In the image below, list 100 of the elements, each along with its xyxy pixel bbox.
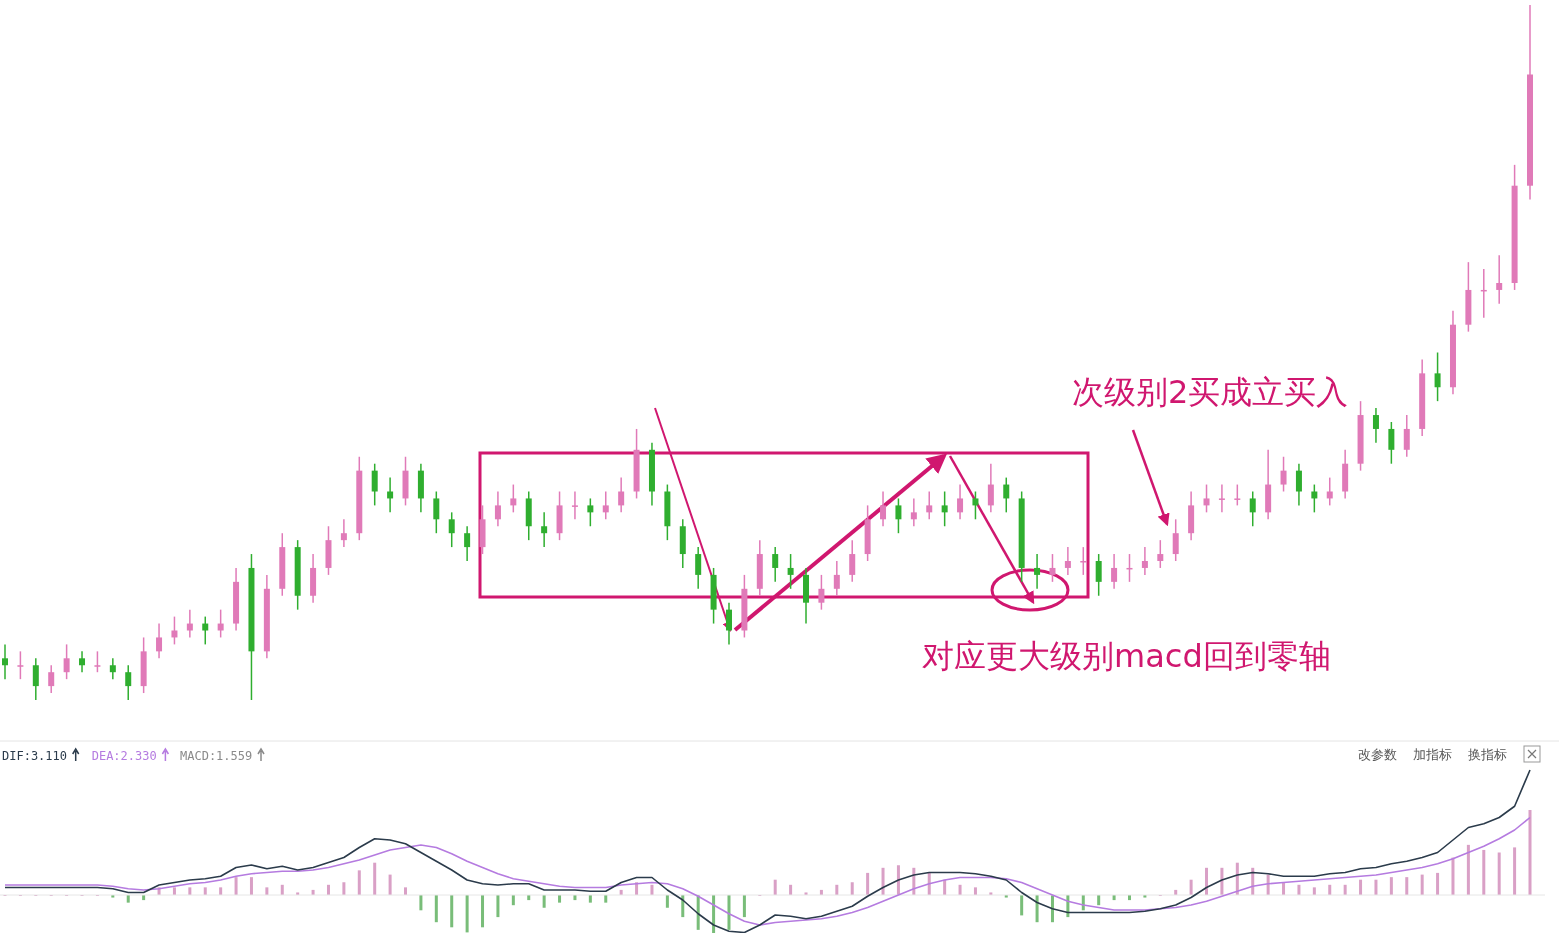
text: 改参数 xyxy=(1358,747,1397,762)
bar xyxy=(465,895,469,933)
candlestick xyxy=(1295,462,1302,507)
candlestick xyxy=(1080,546,1087,576)
bar xyxy=(1528,810,1532,895)
candlestick xyxy=(895,497,902,534)
candlestick xyxy=(1280,456,1287,493)
candlestick xyxy=(541,511,548,548)
candlestick xyxy=(833,560,840,597)
bar xyxy=(742,895,746,918)
bar xyxy=(558,895,562,903)
candlestick xyxy=(1049,553,1056,583)
bar xyxy=(203,887,207,895)
text: 换指标 xyxy=(1468,747,1507,762)
bar xyxy=(481,895,485,928)
candlestick xyxy=(818,574,825,611)
candlestick xyxy=(2,643,8,680)
candlestick xyxy=(725,601,732,646)
bar xyxy=(1451,857,1455,895)
candlestick xyxy=(340,518,347,548)
bar xyxy=(1436,872,1440,895)
candlestick xyxy=(787,553,794,590)
candlestick xyxy=(186,608,193,639)
bar xyxy=(265,887,269,895)
bar xyxy=(1513,847,1517,895)
candlestick xyxy=(510,483,517,514)
candlestick xyxy=(1064,546,1071,576)
candlestick xyxy=(849,539,856,583)
candlestick xyxy=(987,462,994,514)
candlestick xyxy=(1388,421,1395,465)
bar xyxy=(249,877,253,895)
bar xyxy=(219,887,223,895)
legend-label: DIF:3.110 xyxy=(2,749,68,763)
bar xyxy=(542,895,546,908)
bar xyxy=(1466,844,1470,895)
candlestick xyxy=(1372,407,1379,444)
candlestick xyxy=(94,650,101,673)
bar xyxy=(1482,849,1486,895)
candlestick xyxy=(618,476,625,514)
candlestick xyxy=(571,490,578,521)
candlestick xyxy=(494,490,501,527)
bar xyxy=(1374,879,1378,895)
candlestick xyxy=(32,657,39,701)
bar xyxy=(126,895,130,903)
bar xyxy=(1497,852,1501,895)
bar xyxy=(727,895,731,930)
candlestick xyxy=(972,490,979,521)
candlestick xyxy=(48,664,55,694)
bar xyxy=(773,879,777,895)
bar xyxy=(850,882,854,895)
bar xyxy=(1312,887,1316,895)
bar xyxy=(973,887,977,895)
bar xyxy=(1405,877,1409,895)
bar xyxy=(172,887,176,895)
candlestick xyxy=(63,643,70,680)
candlestick xyxy=(1496,254,1503,305)
candlestick xyxy=(926,490,933,521)
bar xyxy=(234,877,238,895)
candlestick xyxy=(1434,351,1441,402)
text: 加指标 xyxy=(1413,747,1452,762)
candlestick xyxy=(448,511,455,548)
bar xyxy=(1359,879,1363,895)
candlestick xyxy=(125,664,132,701)
bar xyxy=(434,895,438,923)
candlestick xyxy=(1203,483,1210,514)
candlestick xyxy=(1403,414,1410,458)
bar xyxy=(450,895,454,928)
bar xyxy=(1420,874,1424,895)
bar xyxy=(896,865,900,895)
candlestick xyxy=(1141,546,1148,576)
candlestick xyxy=(217,608,224,639)
bar xyxy=(404,887,408,895)
candlestick xyxy=(587,497,594,527)
candlestick xyxy=(202,615,209,646)
candlestick xyxy=(79,650,86,673)
annotation: 次级别2买成立买入 xyxy=(1072,373,1349,411)
candlestick xyxy=(1157,539,1164,569)
candlestick xyxy=(109,657,116,680)
bar xyxy=(342,882,346,895)
candlestick xyxy=(1003,476,1010,514)
bar xyxy=(496,895,500,918)
candlestick xyxy=(1234,483,1241,507)
candlestick xyxy=(17,650,24,680)
candlestick xyxy=(1249,490,1256,527)
bar xyxy=(419,895,423,911)
bar xyxy=(388,874,392,895)
bar xyxy=(665,895,669,908)
bar xyxy=(604,895,608,903)
text: MACD:1.559 xyxy=(180,749,253,763)
candlestick xyxy=(602,490,609,521)
candlestick xyxy=(156,622,163,660)
bar xyxy=(866,872,870,895)
candlestick xyxy=(695,546,702,590)
candlestick xyxy=(464,525,471,562)
legend-label: DEA:2.330 xyxy=(91,749,157,763)
bar xyxy=(1189,879,1193,895)
candlestick xyxy=(1111,553,1118,590)
candlestick xyxy=(772,546,779,583)
candlestick xyxy=(1095,553,1102,597)
candlestick xyxy=(1218,483,1225,514)
